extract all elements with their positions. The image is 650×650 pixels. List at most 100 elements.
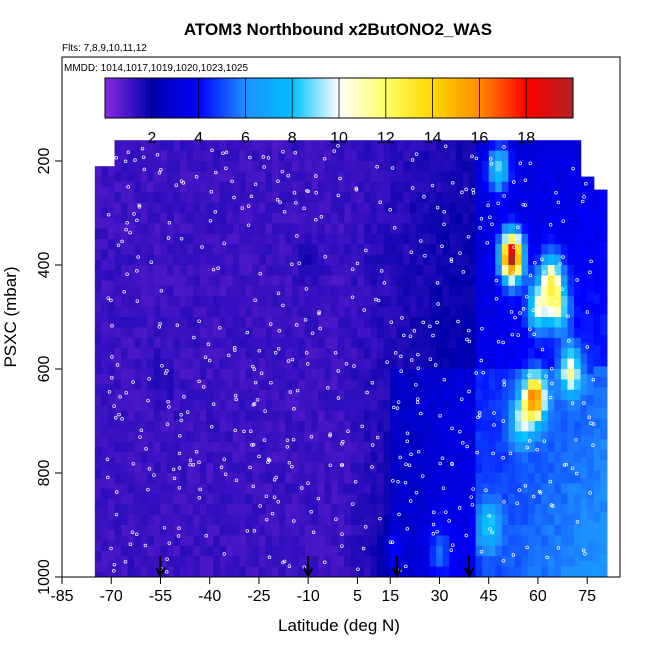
heat-cell <box>475 296 483 308</box>
heat-cell <box>226 389 234 401</box>
heat-cell <box>449 483 457 495</box>
heat-cell <box>357 150 365 162</box>
sample-point <box>496 201 500 205</box>
heat-cell <box>226 369 234 380</box>
heat-cell <box>514 389 523 401</box>
heat-cell <box>114 244 122 256</box>
heat-cell <box>363 296 372 308</box>
heat-cell <box>107 519 116 531</box>
heat-cell <box>357 535 365 547</box>
heat-cell <box>390 348 398 360</box>
sample-point <box>582 401 586 405</box>
heat-cell <box>528 379 536 391</box>
heat-cell <box>534 473 542 484</box>
sample-point <box>201 384 206 389</box>
heat-cell <box>409 389 418 401</box>
sample-point <box>440 244 444 249</box>
heat-cell <box>475 306 483 318</box>
heat-cell <box>101 259 109 271</box>
heat-cell <box>396 504 404 516</box>
heat-cell <box>423 202 431 214</box>
heat-cell <box>469 181 477 193</box>
sample-point <box>251 364 255 369</box>
heat-cell <box>560 265 569 276</box>
heat-cell <box>560 358 569 370</box>
heat-cell <box>272 441 280 453</box>
heat-cell <box>127 192 135 204</box>
heat-cell <box>239 400 247 412</box>
heat-cell <box>344 213 352 224</box>
heat-cell <box>219 348 227 360</box>
heat-cell <box>442 389 450 401</box>
sample-point <box>197 379 201 384</box>
heat-cell <box>304 431 313 443</box>
heat-cell <box>580 249 588 261</box>
heat-cell <box>337 462 345 474</box>
heat-cell <box>311 296 319 308</box>
heat-cell <box>547 369 555 380</box>
sample-point <box>396 400 401 404</box>
heat-cell <box>580 280 588 292</box>
heat-cell <box>278 545 286 557</box>
heat-cell <box>212 337 221 349</box>
heat-cell <box>547 265 555 276</box>
heat-cell <box>186 150 194 162</box>
sample-point <box>467 339 472 344</box>
heat-cell <box>390 379 398 391</box>
heat-cell <box>514 254 523 266</box>
heat-cell <box>173 317 181 328</box>
heat-cell <box>199 213 208 224</box>
heat-cell <box>291 296 299 308</box>
heat-cell <box>383 514 391 526</box>
heat-cell <box>101 353 109 365</box>
heat-cell <box>193 389 201 401</box>
heat-cell <box>153 369 162 380</box>
heat-cell <box>442 462 450 474</box>
heat-cell <box>186 545 194 557</box>
heat-cell <box>587 228 595 240</box>
sample-point <box>167 541 172 545</box>
heat-cell <box>350 504 359 516</box>
heat-cell <box>521 535 529 547</box>
heat-cell <box>469 337 477 349</box>
heat-cell <box>114 192 122 204</box>
heat-cell <box>121 358 129 370</box>
heat-cell <box>226 317 234 328</box>
heat-cell <box>114 337 122 349</box>
heat-cell <box>140 171 148 183</box>
heat-cell <box>396 192 404 204</box>
heat-cell <box>180 473 188 484</box>
x-tick-label: -70 <box>100 588 123 605</box>
heat-cell <box>265 327 273 339</box>
heat-cell <box>429 358 437 370</box>
heat-cell <box>377 202 385 214</box>
heat-cell <box>94 488 102 500</box>
heat-cell <box>350 452 359 464</box>
heat-cell <box>593 304 601 315</box>
heat-cell <box>324 327 332 339</box>
heat-cell <box>370 181 378 193</box>
heat-cell <box>363 545 372 557</box>
heat-cell <box>363 285 372 297</box>
sample-point <box>157 171 162 175</box>
heat-cell <box>101 426 109 438</box>
heat-cell <box>153 493 162 505</box>
heat-cell <box>541 389 549 401</box>
heat-cell <box>304 514 313 526</box>
heat-cell <box>186 566 194 577</box>
heat-cell <box>521 192 529 204</box>
heat-cell <box>206 525 214 536</box>
heat-cell <box>219 483 227 495</box>
heat-cell <box>101 301 109 313</box>
heat-cell <box>252 213 260 224</box>
heat-cell <box>469 400 477 412</box>
heat-cell <box>547 244 555 256</box>
heat-cell <box>344 514 352 526</box>
heat-cell <box>521 431 529 443</box>
heat-cell <box>304 306 313 318</box>
sample-point <box>423 253 427 258</box>
heat-cell <box>121 254 129 266</box>
heat-cell <box>560 410 569 422</box>
heat-cell <box>239 223 247 235</box>
heat-cell <box>206 213 214 224</box>
